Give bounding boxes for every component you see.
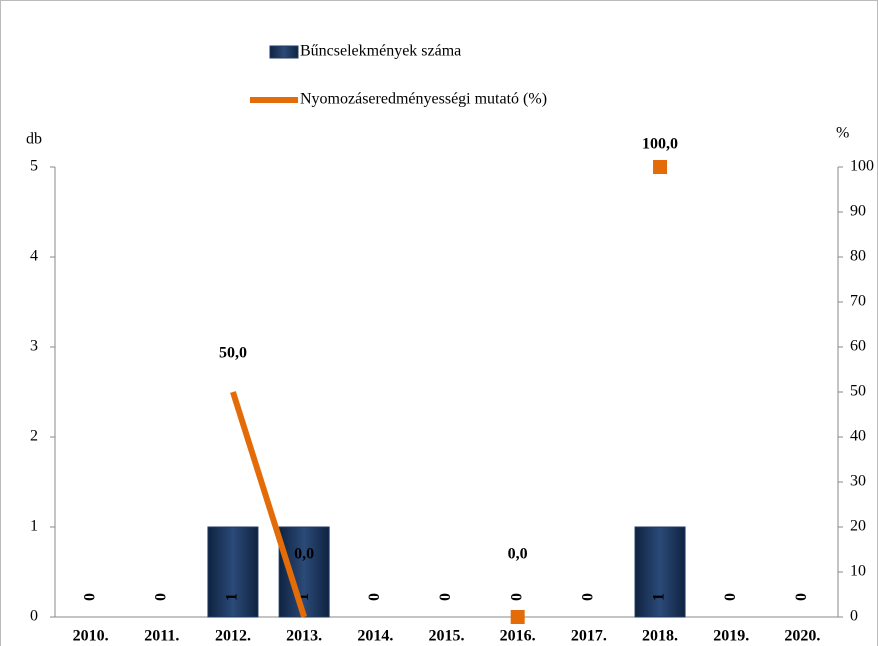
line-marker bbox=[510, 610, 525, 624]
y-tick-label: 5 bbox=[30, 158, 38, 175]
y2-tick-label: 20 bbox=[850, 518, 866, 535]
x-tick-label: 2012. bbox=[215, 628, 251, 645]
line-value-label: 100,0 bbox=[642, 136, 678, 153]
y2-tick-label: 100 bbox=[850, 158, 874, 175]
y2-tick-label: 90 bbox=[850, 203, 866, 220]
line-value-label: 50,0 bbox=[219, 345, 247, 362]
line-value-label: 0,0 bbox=[294, 546, 314, 563]
y2-tick-label: 60 bbox=[850, 338, 866, 355]
x-tick-label: 2019. bbox=[713, 628, 749, 645]
x-tick-label: 2017. bbox=[571, 628, 607, 645]
bar-value-label: 0 bbox=[437, 593, 454, 601]
legend-label: Bűncselekmények száma bbox=[300, 43, 461, 60]
y2-axis-label: % bbox=[836, 125, 849, 142]
x-tick-label: 2013. bbox=[286, 628, 322, 645]
x-tick-label: 2015. bbox=[429, 628, 465, 645]
x-tick-label: 2018. bbox=[642, 628, 678, 645]
bar-value-label: 0 bbox=[508, 593, 525, 601]
bar-value-label: 0 bbox=[793, 593, 810, 601]
y-tick-label: 2 bbox=[30, 428, 38, 445]
bar-value-label: 0 bbox=[152, 593, 169, 601]
y2-tick-label: 70 bbox=[850, 293, 866, 310]
y2-tick-label: 30 bbox=[850, 473, 866, 490]
bar-value-label: 1 bbox=[295, 593, 312, 601]
y2-tick-label: 40 bbox=[850, 428, 866, 445]
bar-value-label: 0 bbox=[580, 593, 597, 601]
x-tick-label: 2010. bbox=[73, 628, 109, 645]
x-tick-label: 2016. bbox=[500, 628, 536, 645]
bar-value-label: 0 bbox=[722, 593, 739, 601]
line-marker bbox=[653, 160, 668, 174]
bar-value-label: 0 bbox=[81, 593, 98, 601]
line-value-label: 0,0 bbox=[508, 546, 528, 563]
y2-tick-label: 0 bbox=[850, 608, 858, 625]
y2-tick-label: 80 bbox=[850, 248, 866, 265]
x-tick-label: 2014. bbox=[357, 628, 393, 645]
y2-tick-label: 10 bbox=[850, 563, 866, 580]
y-tick-label: 3 bbox=[30, 338, 38, 355]
bar-value-label: 0 bbox=[366, 593, 383, 601]
legend-label: Nyomozáseredményességi mutató (%) bbox=[300, 91, 547, 108]
bar bbox=[634, 526, 686, 618]
y-tick-label: 1 bbox=[30, 518, 38, 535]
bar bbox=[278, 526, 330, 618]
bar-value-label: 1 bbox=[651, 593, 668, 601]
y-tick-label: 0 bbox=[30, 608, 38, 625]
y-tick-label: 4 bbox=[30, 248, 38, 265]
bar bbox=[207, 526, 259, 618]
x-tick-label: 2011. bbox=[144, 628, 179, 645]
y-axis-label: db bbox=[26, 131, 42, 148]
x-tick-label: 2020. bbox=[784, 628, 820, 645]
bar-value-label: 1 bbox=[224, 593, 241, 601]
legend-swatch bbox=[269, 45, 299, 59]
y2-tick-label: 50 bbox=[850, 383, 866, 400]
